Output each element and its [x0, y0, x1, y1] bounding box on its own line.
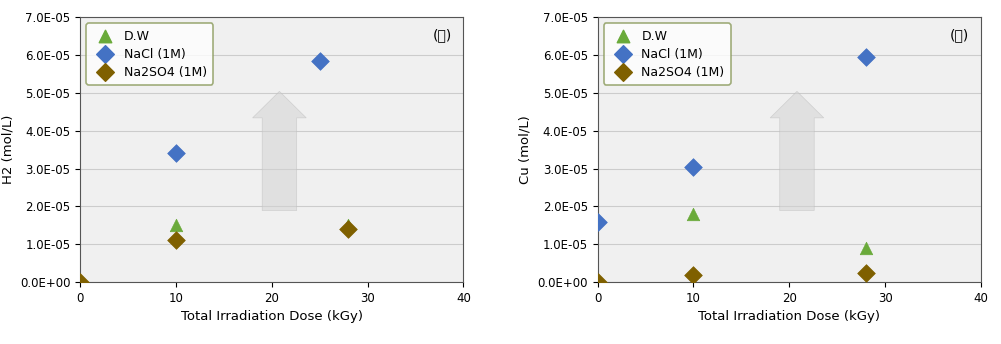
Polygon shape — [770, 92, 824, 211]
Point — [590, 279, 606, 285]
Point — [858, 270, 874, 276]
Point — [686, 272, 702, 277]
Text: (가): (가) — [432, 28, 451, 42]
Point — [858, 245, 874, 251]
Point — [340, 223, 356, 228]
Legend: D.W, NaCl (1M), Na2SO4 (1M): D.W, NaCl (1M), Na2SO4 (1M) — [604, 23, 731, 85]
Point — [168, 238, 184, 243]
Point — [686, 164, 702, 170]
Point — [590, 279, 606, 285]
Polygon shape — [252, 92, 306, 211]
Y-axis label: Cu (mol/L): Cu (mol/L) — [519, 115, 532, 184]
Point — [858, 54, 874, 60]
Point — [72, 279, 88, 285]
Point — [590, 219, 606, 224]
Y-axis label: H2 (mol/L): H2 (mol/L) — [1, 115, 14, 184]
Point — [686, 211, 702, 217]
X-axis label: Total Irradiation Dose (kGy): Total Irradiation Dose (kGy) — [181, 310, 362, 323]
Text: (나): (나) — [950, 28, 970, 42]
Point — [168, 223, 184, 228]
Point — [311, 58, 327, 63]
Point — [168, 151, 184, 156]
X-axis label: Total Irradiation Dose (kGy): Total Irradiation Dose (kGy) — [699, 310, 880, 323]
Point — [340, 226, 356, 232]
Point — [72, 279, 88, 285]
Legend: D.W, NaCl (1M), Na2SO4 (1M): D.W, NaCl (1M), Na2SO4 (1M) — [86, 23, 213, 85]
